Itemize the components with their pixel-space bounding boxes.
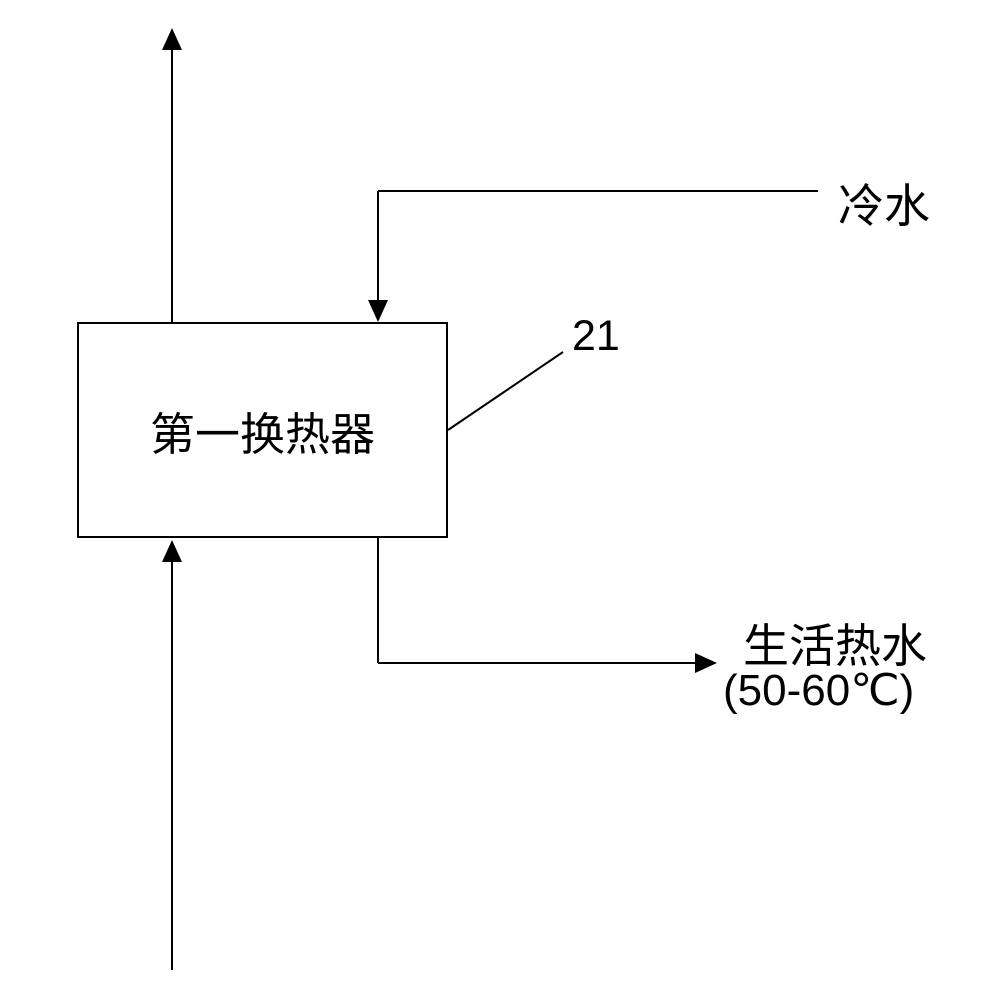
cold-water-label: 冷水 <box>838 170 930 236</box>
arrow-cold-water-in <box>368 191 818 322</box>
leader-21 <box>448 352 563 430</box>
reference-number-21: 21 <box>572 312 620 361</box>
heat-exchanger-box: 第一换热器 <box>77 322 448 538</box>
heat-exchanger-label: 第一换热器 <box>150 398 375 463</box>
hot-water-label-line2: (50-60℃) <box>723 665 914 716</box>
arrow-top-out <box>162 28 182 322</box>
arrow-bottom-in <box>162 540 182 970</box>
arrow-hot-water-out <box>378 538 717 673</box>
heat-exchanger-diagram: 第一换热器 冷水 生活热水 (50-60℃) 21 <box>0 0 1000 981</box>
